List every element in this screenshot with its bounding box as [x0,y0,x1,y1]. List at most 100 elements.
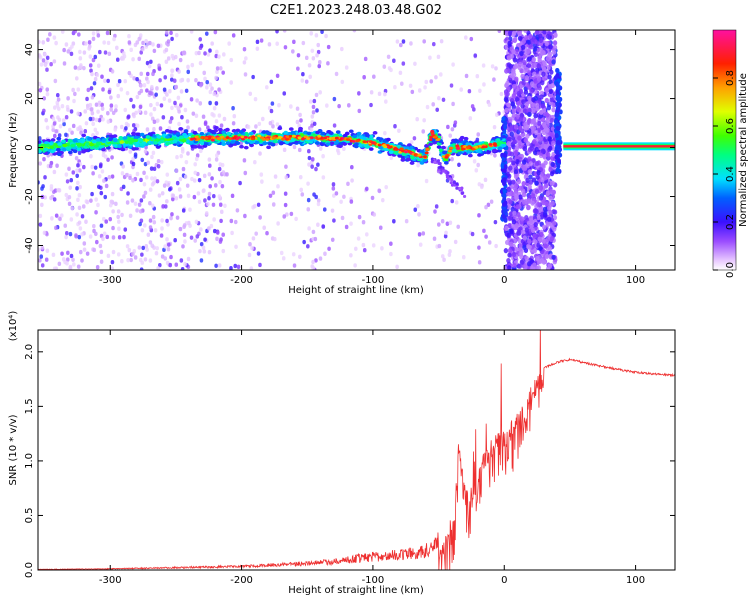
spectrum-ridge-dot [385,137,391,142]
spectrum-noise-dot [94,231,98,237]
spectrum-noise-dot [482,228,486,234]
spectrum-column-dot [556,105,561,111]
spectrum-noise-dot [77,32,81,37]
spectrum-noise-dot [68,185,73,190]
spectrum-noise-dot [406,254,410,260]
spectrum-noise-dot [525,177,530,183]
spectrum-noise-dot [504,225,509,231]
spectrum-ridge-dot [409,155,415,160]
spectrum-noise-dot [152,48,157,54]
spectrum-noise-dot [82,241,87,246]
spectrum-noise-dot [507,191,512,197]
spectrum-noise-dot [389,251,393,257]
spectrum-noise-dot [139,177,143,183]
spectrum-noise-dot [96,202,100,208]
spectrum-ridge-dot [368,147,374,151]
spectrum-ridge-dot [62,143,68,148]
spectrum-noise-dot [320,30,324,34]
spectrum-noise-dot [148,240,153,245]
spectrum-noise-dot [211,193,216,199]
spectrum-noise-dot [442,257,446,263]
spectrum-noise-dot [164,47,169,53]
spectrum-noise-dot [528,174,533,180]
spectrum-ridge-dot [67,146,72,150]
spectrum-noise-dot [434,75,438,80]
spectrum-noise-dot [139,50,144,55]
spectrum-noise-dot [479,184,484,190]
spectrum-column-dot [554,133,559,139]
spectrum-noise-dot [350,164,354,170]
spectrum-noise-dot [130,198,135,203]
spectrum-ridge-dot [112,134,118,138]
spectrum-noise-dot [45,125,50,130]
spectrum-noise-dot [250,245,254,251]
spectrum-noise-dot [165,172,170,177]
spectrum-noise-dot [176,105,181,111]
spectrum-noise-dot [206,52,211,57]
spectrum-column-dot [501,116,506,122]
spectrum-noise-dot [389,241,393,246]
spectrum-ridge-dot [376,136,381,141]
spectrum-noise-dot [177,187,182,192]
spectrum-noise-dot [139,83,143,88]
spectrum-noise-dot [214,53,219,59]
spectrum-noise-dot [133,255,138,260]
spectrum-noise-dot [332,96,337,102]
spectrum-ridge-dot [221,130,227,135]
spectrum-noise-dot [453,120,458,125]
spectrum-noise-dot [551,220,557,226]
spectrum-noise-dot [198,248,202,254]
spectrum-noise-dot [145,76,149,81]
spectrum-noise-dot [74,76,79,81]
spectrum-noise-dot [110,266,115,270]
spectrum-noise-dot [484,205,488,210]
spectrum-noise-dot [332,218,336,223]
spectrum-noise-dot [108,203,113,208]
spectrum-noise-dot [120,212,124,218]
spectrum-noise-dot [409,41,413,46]
spectrum-column-dot [553,119,558,125]
spectrum-noise-dot [531,56,537,63]
spectrum-noise-dot [207,196,211,201]
spectrum-noise-dot [429,79,434,84]
spectrum-noise-dot [77,205,82,211]
spectrum-noise-dot [46,37,50,42]
spectrum-noise-dot [49,62,53,67]
spectrum-noise-dot [116,252,121,257]
spectrum-noise-dot [545,127,550,133]
spectrum-noise-dot [389,67,393,73]
spectrum-noise-dot [544,87,550,93]
spectrum-noise-dot [40,202,44,208]
spectrum-noise-dot [472,159,477,164]
spectrum-noise-dot [176,95,181,101]
spectrum-noise-dot [511,179,516,185]
spectrum-noise-dot [470,231,475,237]
spectrum-noise-dot [174,196,179,201]
spectrum-noise-dot [219,218,223,224]
spectrum-noise-dot [531,102,536,109]
spectrum-noise-dot [161,115,166,120]
spectrum-noise-dot [198,101,203,106]
spectrum-noise-dot [311,259,315,265]
spectrum-noise-dot [64,172,69,177]
spectrum-column-dot [553,75,558,81]
spectrum-ridge-dot [436,145,442,149]
spectrum-noise-dot [393,85,397,90]
spectrum-noise-dot [344,224,349,230]
spectrum-noise-dot [106,40,111,46]
spectrum-noise-dot [42,157,46,162]
spectrum-noise-dot [301,40,306,46]
spectrum-noise-dot [372,212,377,217]
spectrum-noise-dot [78,49,82,55]
spectrum-noise-dot [331,182,336,187]
spectrum-noise-dot [421,129,426,134]
spectrum-noise-dot [40,263,45,268]
spectrum-noise-dot [195,153,200,158]
spectrum-noise-dot [307,155,312,161]
spectrum-noise-dot [422,39,427,44]
spectrum-noise-dot [314,194,318,200]
spectrum-ridge-dot [298,126,303,131]
spectrum-noise-dot [204,31,209,36]
spectrum-noise-dot [273,174,278,179]
spectrum-noise-dot [142,182,147,187]
